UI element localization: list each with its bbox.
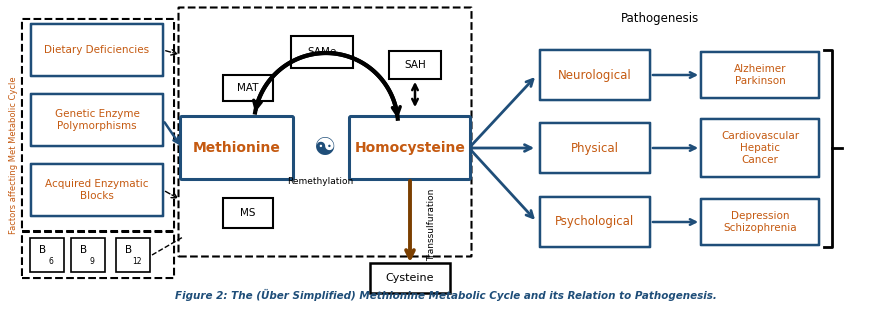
Text: B: B bbox=[80, 245, 88, 255]
Text: 9: 9 bbox=[89, 256, 95, 265]
Text: Remethylation: Remethylation bbox=[287, 177, 353, 187]
Text: Homocysteine: Homocysteine bbox=[355, 141, 465, 155]
Text: Factors affecting Met Metabolic Cycle: Factors affecting Met Metabolic Cycle bbox=[10, 76, 19, 234]
FancyBboxPatch shape bbox=[540, 50, 650, 100]
FancyBboxPatch shape bbox=[71, 238, 105, 272]
FancyBboxPatch shape bbox=[31, 24, 163, 76]
Text: ☯: ☯ bbox=[313, 136, 336, 160]
Text: Psychological: Psychological bbox=[555, 215, 635, 228]
FancyBboxPatch shape bbox=[701, 52, 819, 98]
Text: Genetic Enzyme
Polymorphisms: Genetic Enzyme Polymorphisms bbox=[54, 109, 139, 131]
Text: Dietary Deficiencies: Dietary Deficiencies bbox=[45, 45, 149, 55]
Text: Depression
Schizophrenia: Depression Schizophrenia bbox=[723, 211, 797, 233]
FancyBboxPatch shape bbox=[291, 36, 353, 68]
FancyBboxPatch shape bbox=[540, 123, 650, 173]
Text: MAT: MAT bbox=[238, 83, 259, 93]
FancyBboxPatch shape bbox=[701, 119, 819, 177]
FancyBboxPatch shape bbox=[22, 232, 174, 278]
Text: Acquired Enzymatic
Blocks: Acquired Enzymatic Blocks bbox=[46, 179, 149, 201]
FancyBboxPatch shape bbox=[31, 94, 163, 146]
Text: Physical: Physical bbox=[571, 142, 619, 154]
Text: Neurological: Neurological bbox=[558, 69, 632, 82]
FancyBboxPatch shape bbox=[116, 238, 150, 272]
Text: Pathogenesis: Pathogenesis bbox=[621, 11, 699, 24]
Text: Transsulfuration: Transsulfuration bbox=[428, 189, 437, 261]
Text: Methionine: Methionine bbox=[193, 141, 281, 155]
Text: SAMe: SAMe bbox=[307, 47, 337, 57]
Text: B: B bbox=[125, 245, 132, 255]
Text: Figure 2: The (Über Simplified) Methionine Metabolic Cycle and its Relation to P: Figure 2: The (Über Simplified) Methioni… bbox=[175, 289, 717, 301]
FancyBboxPatch shape bbox=[179, 7, 472, 256]
Text: Cardiovascular
Hepatic
Cancer: Cardiovascular Hepatic Cancer bbox=[721, 131, 799, 165]
FancyBboxPatch shape bbox=[370, 263, 450, 293]
FancyBboxPatch shape bbox=[223, 75, 273, 101]
Text: Cysteine: Cysteine bbox=[386, 273, 434, 283]
FancyBboxPatch shape bbox=[389, 51, 441, 79]
FancyBboxPatch shape bbox=[540, 197, 650, 247]
Text: SAH: SAH bbox=[405, 60, 426, 70]
FancyBboxPatch shape bbox=[223, 198, 273, 228]
FancyBboxPatch shape bbox=[22, 19, 174, 231]
FancyBboxPatch shape bbox=[180, 116, 294, 180]
FancyBboxPatch shape bbox=[30, 238, 64, 272]
Text: 6: 6 bbox=[48, 256, 54, 265]
Text: B: B bbox=[39, 245, 46, 255]
FancyBboxPatch shape bbox=[349, 116, 471, 180]
Text: 12: 12 bbox=[132, 256, 142, 265]
FancyBboxPatch shape bbox=[31, 164, 163, 216]
Text: Alzheimer
Parkinson: Alzheimer Parkinson bbox=[734, 64, 786, 86]
FancyBboxPatch shape bbox=[701, 199, 819, 245]
Text: MS: MS bbox=[240, 208, 255, 218]
